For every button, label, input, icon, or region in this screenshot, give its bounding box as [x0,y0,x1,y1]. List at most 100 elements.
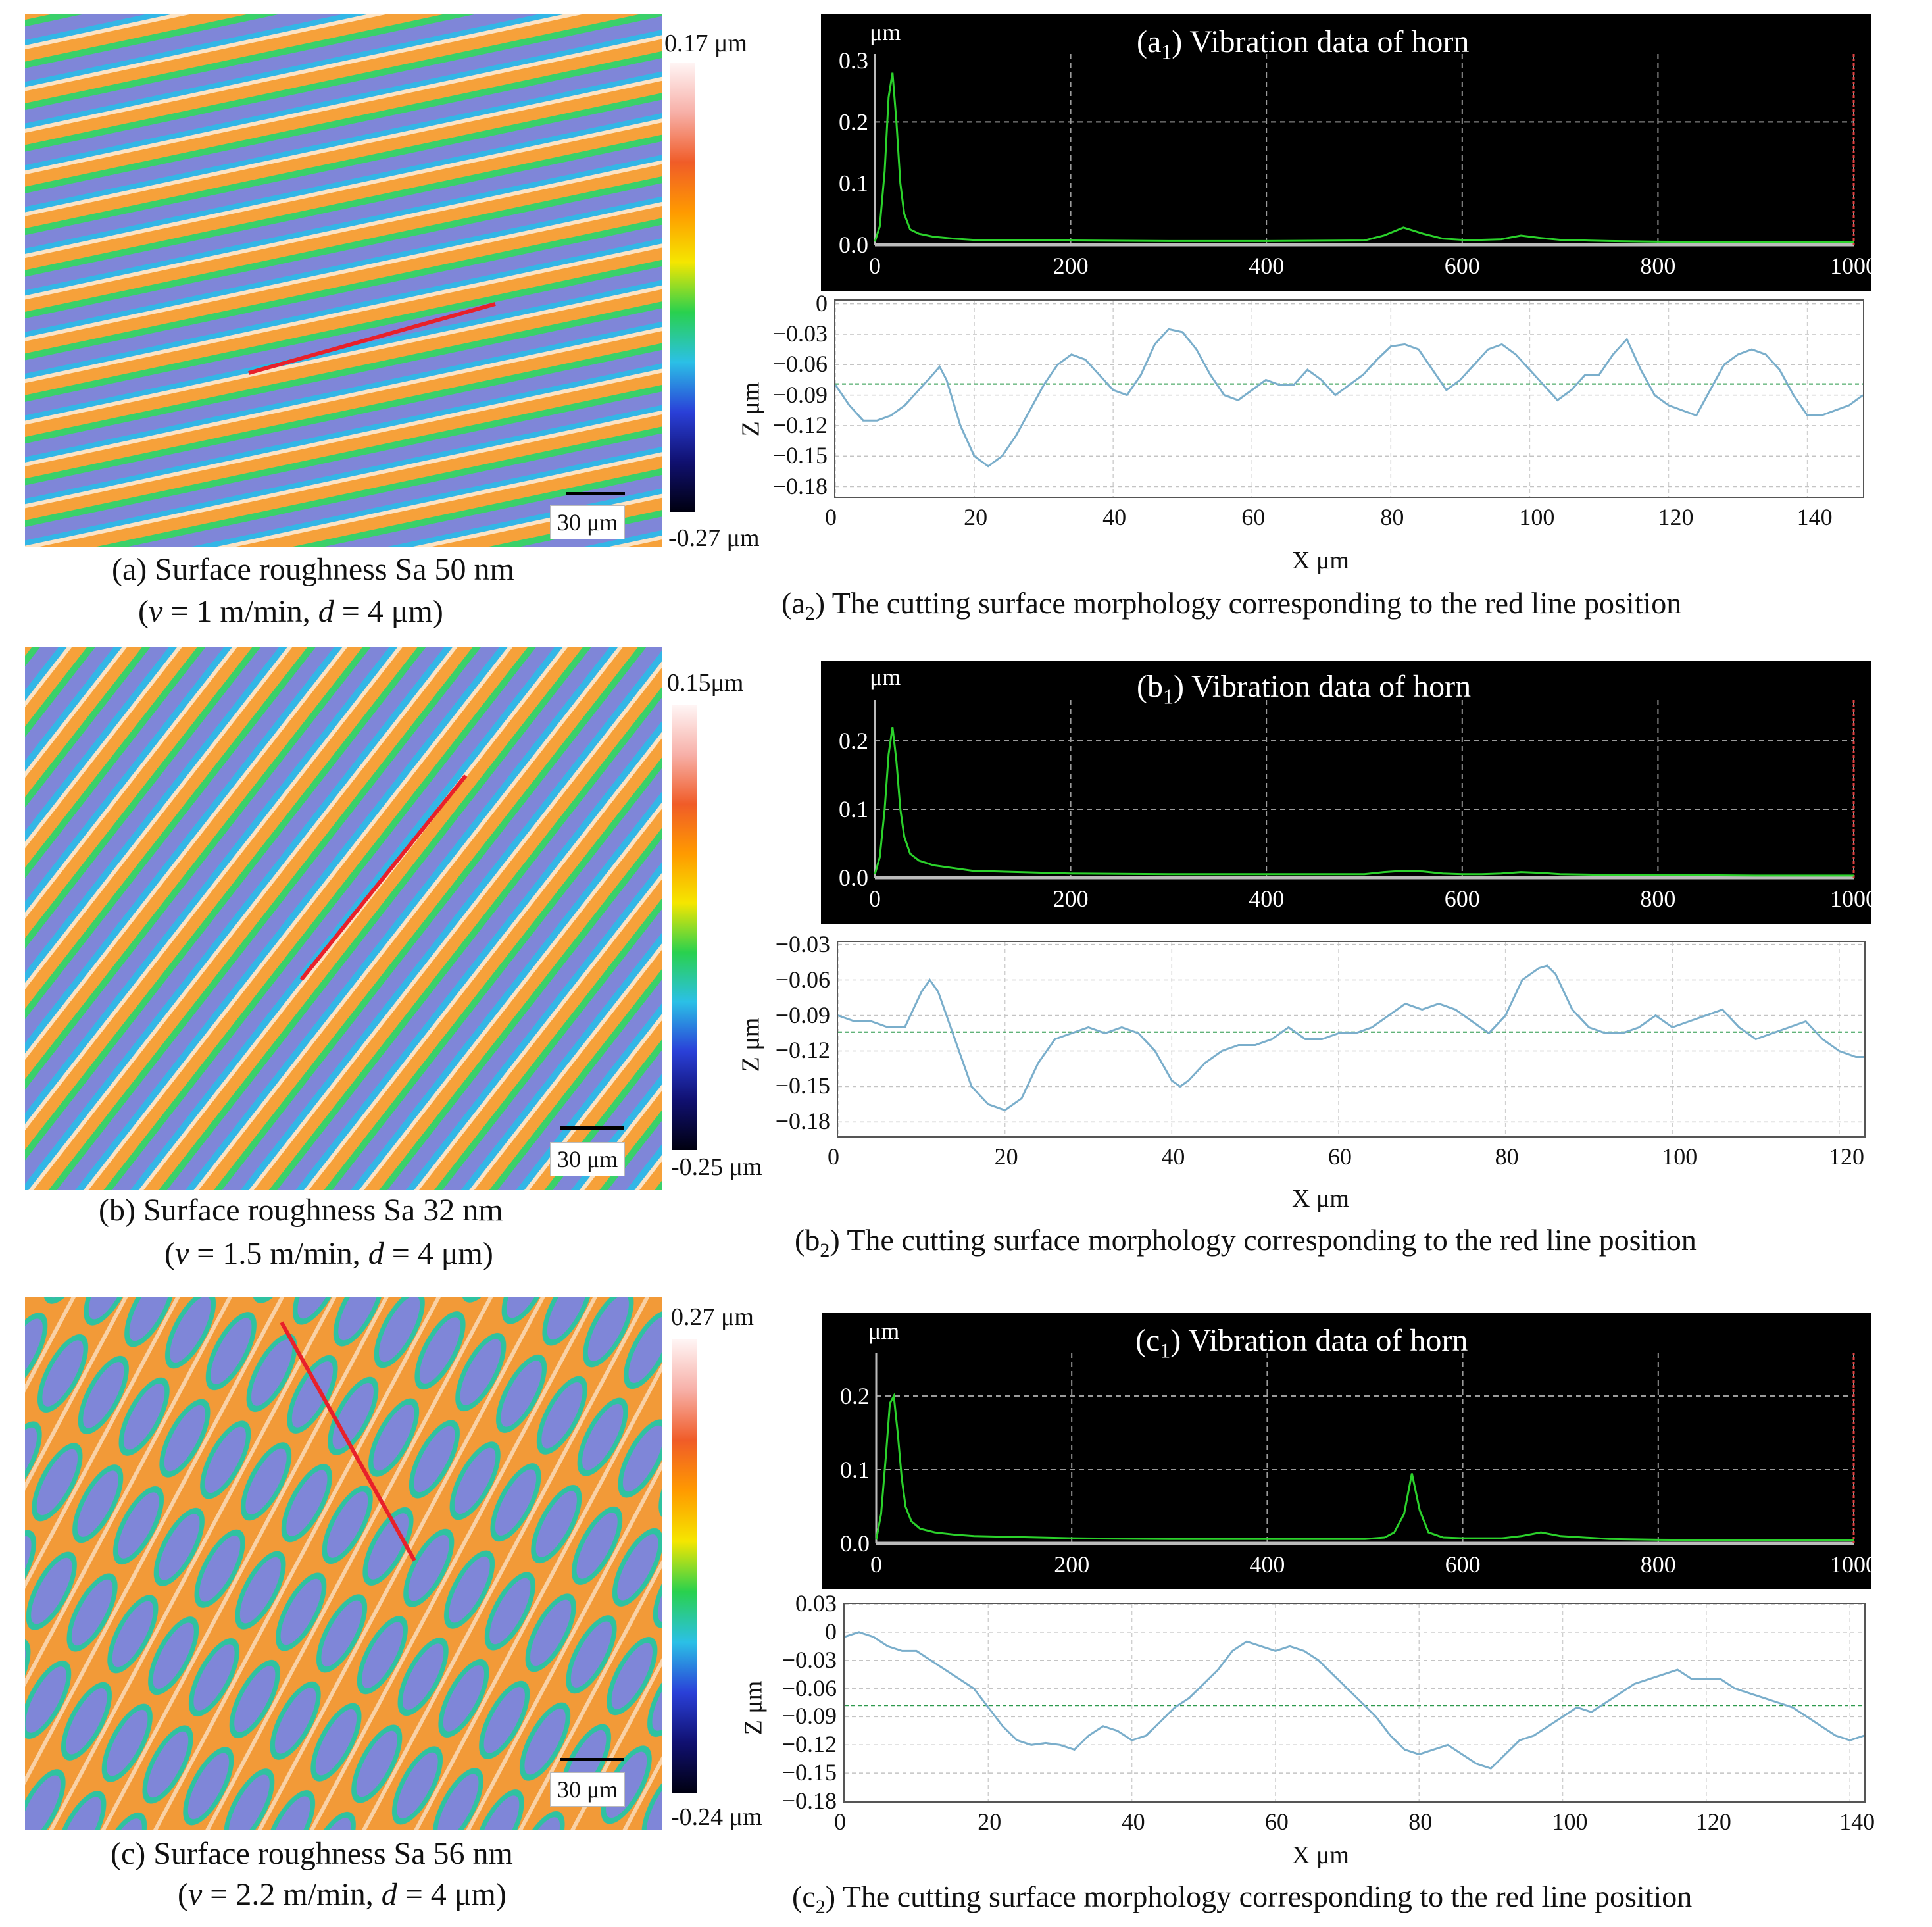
profile-ylabel-a2: Z μm [737,382,765,437]
vib-title-suffix: ) Vibration data of horn [1170,1323,1468,1358]
profile-x-tick: 100 [1662,1143,1698,1170]
scale-label-c: 30 μm [550,1772,626,1807]
vib-x-tick: 800 [1640,886,1675,912]
prof-caption-sub: 2 [805,603,815,625]
vibration-title-c1: (c1) Vibration data of horn [1135,1322,1468,1363]
profile-series-line [837,964,1864,1112]
profile-x-tick: 0 [825,504,837,530]
prof-caption-suffix: ) The cutting surface morphology corresp… [814,586,1682,620]
profile-ylabel-b2: Z μm [737,1017,765,1072]
surface-caption-b: (b) Surface roughness Sa 32 nm [99,1193,503,1228]
param-v-symbol: v [187,1877,203,1912]
colorbar-max-c: 0.27 μm [671,1303,754,1331]
param-d-symbol: d [318,594,334,629]
profile-x-tick: 20 [994,1143,1018,1170]
vib-x-tick: 0 [869,886,881,912]
vib-title-suffix: ) Vibration data of horn [1172,24,1470,59]
profile-y-tick: −0.09 [781,1703,837,1730]
vib-y-tick: 0.1 [840,1457,870,1483]
profile-x-tick: 140 [1796,504,1833,530]
profile-chart-c2 [844,1603,1865,1802]
vib-x-tick: 400 [1249,1551,1285,1578]
vib-y-tick: 0.0 [840,1530,870,1557]
prof-caption-suffix: ) The cutting surface morphology corresp… [830,1223,1697,1257]
vib-x-tick: 0 [870,1551,882,1578]
prof-caption-sub: 2 [820,1239,830,1262]
red-line-c [280,1321,416,1562]
scale-bar-c [560,1758,624,1761]
profile-x-tick: 40 [1121,1809,1145,1835]
profile-x-tick: 80 [1495,1143,1519,1170]
params-open: ( [138,594,149,629]
vib-y-tick: 0.3 [839,47,868,74]
colorbar-min-a: -0.27 μm [668,524,760,552]
vib-x-tick: 600 [1445,886,1480,912]
profile-y-tick: 0 [825,1618,837,1645]
scale-label-b: 30 μm [550,1142,626,1176]
surface-texture-b [25,647,662,1190]
profile-x-tick: 0 [828,1143,839,1170]
red-line-b [299,774,468,981]
profile-xlabel-c2: X μm [1292,1841,1349,1869]
params-open: ( [164,1236,175,1271]
profile-y-tick: −0.03 [775,930,830,957]
vib-x-tick: 400 [1249,886,1284,912]
vib-series-line [874,72,1854,243]
profile-y-tick: −0.12 [775,1037,830,1064]
profile-y-tick: −0.15 [772,442,828,469]
vib-title-sub: 1 [1160,1338,1171,1363]
vib-title-prefix: (a [1137,24,1162,59]
vib-title-sub: 1 [1162,684,1174,709]
profile-y-tick: −0.18 [772,472,828,499]
profile-x-tick: 140 [1839,1809,1875,1835]
profile-y-tick: 0 [816,289,828,316]
colorbar-b [672,705,697,1150]
vib-series-line [875,1392,1854,1542]
profile-chart-b2 [837,942,1864,1136]
vibration-unit-c1: μm [868,1318,900,1344]
profile-y-tick: −0.15 [781,1759,837,1786]
profile-x-tick: 100 [1552,1809,1588,1835]
param-v-symbol: v [174,1236,189,1271]
profile-caption-c2: (c2) The cutting surface morphology corr… [792,1879,1692,1918]
params-caption-a: (v = 1 m/min, d = 4 μm) [138,593,443,630]
profile-x-tick: 100 [1519,504,1555,530]
vib-y-tick: 0.1 [839,796,868,822]
vib-title-prefix: (b [1137,669,1163,704]
surface-caption-c: (c) Surface roughness Sa 56 nm [111,1836,513,1871]
vib-x-tick: 200 [1053,253,1089,279]
prof-caption-suffix: ) The cutting surface morphology corresp… [825,1880,1693,1913]
profile-x-tick: 120 [1658,504,1694,530]
profile-panel-a2 [834,299,1864,498]
profile-x-tick: 20 [964,504,988,530]
vib-title-sub: 1 [1161,39,1172,64]
profile-series-line [844,1631,1865,1770]
param-d-symbol: d [381,1877,397,1912]
profile-xlabel-b2: X μm [1292,1185,1349,1213]
params-caption-c: (v = 2.2 m/min, d = 4 μm) [178,1876,507,1913]
vib-x-tick: 800 [1641,1551,1676,1578]
vib-x-tick: 200 [1054,1551,1089,1578]
profile-y-tick: −0.12 [781,1731,837,1758]
profile-x-tick: 40 [1161,1143,1185,1170]
profile-y-tick: −0.06 [775,966,830,993]
prof-caption-prefix: (a [781,586,805,620]
vib-x-tick: 400 [1249,253,1284,279]
colorbar-min-c: -0.24 μm [671,1803,762,1831]
scale-label-a: 30 μm [550,505,626,539]
param-v-symbol: v [148,594,163,629]
profile-x-tick: 80 [1380,504,1404,530]
colorbar-c [672,1339,697,1793]
param-d-symbol: d [368,1236,384,1271]
vib-y-tick: 0.2 [840,1383,870,1409]
params-caption-b: (v = 1.5 m/min, d = 4 μm) [164,1236,493,1272]
surface-image-c [25,1297,662,1830]
surface-texture-a [25,14,662,547]
vib-title-suffix: ) Vibration data of horn [1173,669,1472,704]
